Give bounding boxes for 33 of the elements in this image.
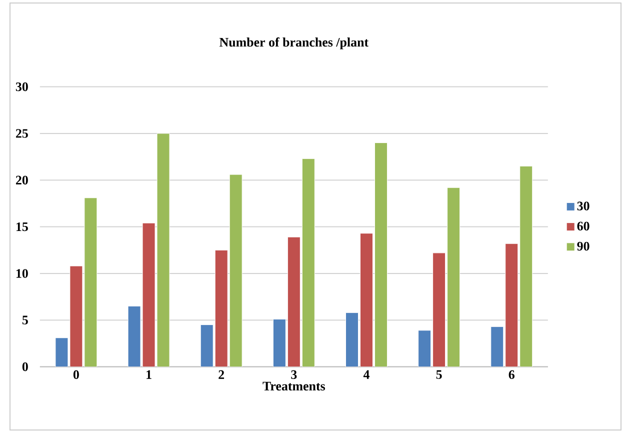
x-tick-label: 6 — [508, 370, 514, 380]
x-axis-title: Treatments — [262, 382, 326, 390]
bar — [55, 338, 68, 367]
y-tick-label: 25 — [16, 129, 28, 138]
x-tick-label: 1 — [146, 370, 152, 379]
y-tick-label: 20 — [16, 176, 28, 184]
bar — [505, 243, 518, 367]
bar — [272, 318, 286, 367]
x-tick-label: 0 — [73, 370, 79, 380]
x-tick-label: 5 — [436, 370, 442, 379]
y-tick-label: 10 — [16, 269, 28, 278]
y-tick-label: 15 — [16, 222, 28, 232]
chart-title: Number of branches /plant — [220, 37, 368, 50]
x-tick-label: 4 — [363, 370, 370, 379]
bar — [142, 222, 156, 367]
legend-label: 90 — [577, 242, 590, 251]
x-tick-label: 3 — [291, 370, 297, 380]
y-tick-label: 30 — [16, 82, 28, 92]
legend-label: 60 — [577, 222, 590, 230]
bar — [70, 266, 83, 367]
bar — [287, 236, 300, 367]
bar — [200, 324, 214, 367]
bar — [418, 330, 432, 367]
bar — [432, 252, 446, 367]
bar — [214, 250, 228, 367]
bar — [128, 306, 141, 367]
x-tick-label: 2 — [218, 370, 224, 379]
bar — [360, 233, 373, 367]
bar — [490, 326, 504, 367]
y-tick-label: 5 — [22, 316, 28, 324]
bar — [345, 312, 358, 367]
y-tick-label: 0 — [22, 362, 28, 372]
legend-label: 30 — [577, 202, 590, 210]
